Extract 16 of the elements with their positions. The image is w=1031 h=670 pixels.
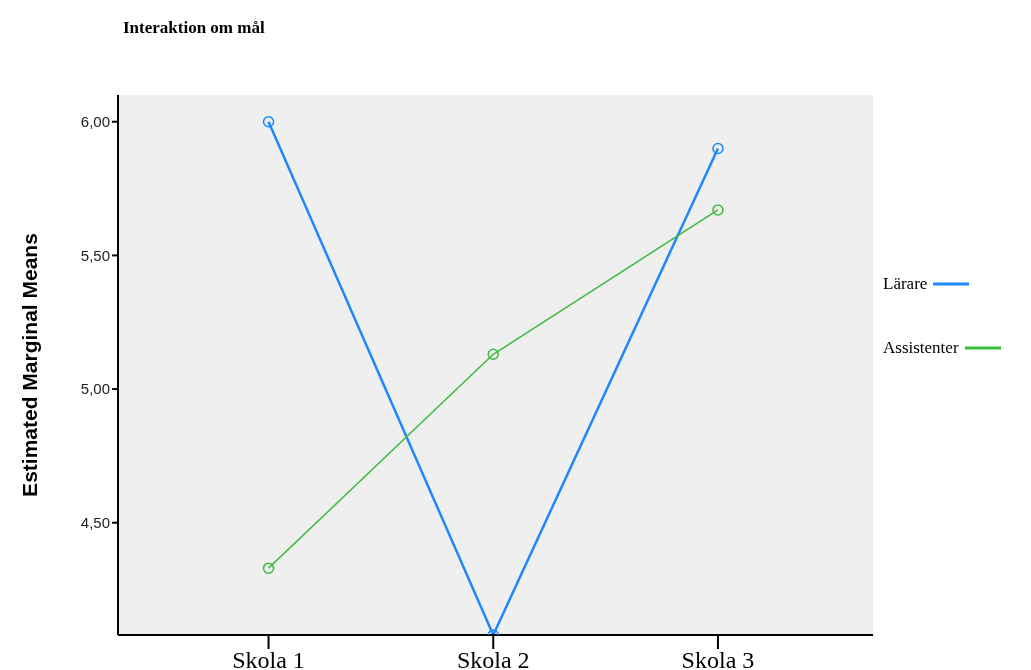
y-tick-label: 5,00 — [80, 380, 110, 398]
chart-title: Interaktion om mål — [123, 18, 265, 38]
y-axis-title: Estimated Marginal Means — [18, 233, 42, 497]
y-tick-label: 5,50 — [80, 246, 110, 264]
x-tick-label: Skola 2 — [456, 647, 530, 670]
legend-label: Assistenter — [883, 338, 959, 358]
point — [262, 115, 275, 128]
point — [712, 142, 724, 155]
legend-label: Lärare — [883, 274, 928, 294]
x-tick-label: Skola 3 — [681, 647, 755, 670]
x-tick-label: Skola 1 — [232, 647, 305, 670]
y-tick-label: 4,50 — [80, 514, 110, 532]
point — [262, 562, 275, 574]
y-tick-label: 6,00 — [80, 113, 110, 131]
point — [712, 204, 724, 216]
point — [487, 348, 499, 361]
